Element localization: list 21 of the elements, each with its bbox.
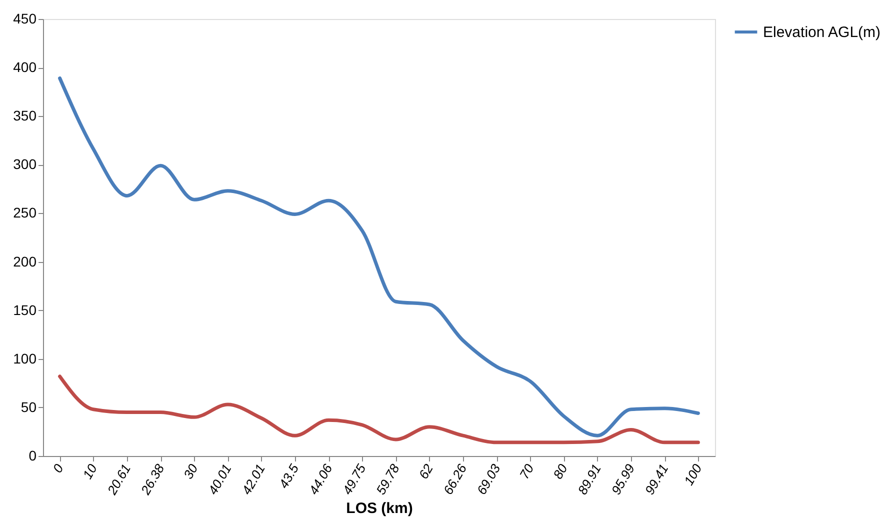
x-axis-title: LOS (km): [346, 500, 413, 518]
y-tick-label: 200: [13, 253, 37, 270]
y-tick-label: 300: [13, 156, 37, 172]
y-tick-label: 400: [13, 59, 37, 76]
x-tick-label: 100: [680, 460, 706, 488]
x-tick-label: 70: [516, 460, 538, 482]
y-tick-label: 50: [20, 398, 37, 415]
line-series: [58, 374, 700, 444]
x-tick-label: 30: [180, 460, 202, 482]
y-tick-label: 0: [28, 448, 37, 464]
y-tick-label: 350: [13, 108, 37, 124]
y-tick-label: 150: [13, 302, 37, 318]
y-tick-label: 250: [13, 204, 37, 221]
legend-label: Elevation AGL(m): [763, 24, 881, 41]
y-tick-label: 100: [13, 350, 37, 366]
x-tick-label: 62: [416, 460, 436, 482]
x-tick-label: 10: [80, 460, 100, 482]
x-tick-label: 80: [550, 460, 571, 482]
line-series: [58, 76, 700, 438]
y-tick-label: 450: [13, 10, 37, 26]
x-tick-label: 0: [50, 460, 67, 476]
